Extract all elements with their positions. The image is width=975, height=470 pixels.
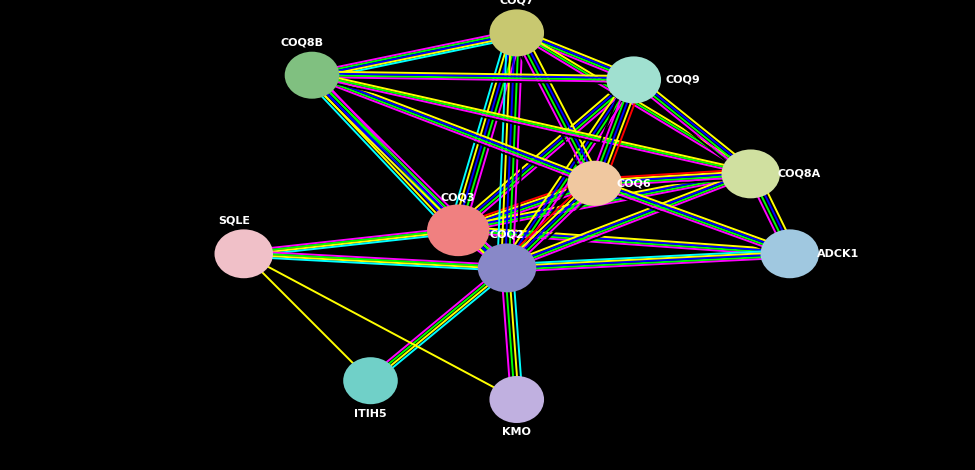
Ellipse shape: [489, 9, 544, 56]
Text: COQ2: COQ2: [489, 230, 525, 240]
Text: COQ3: COQ3: [441, 192, 476, 203]
Text: COQ8B: COQ8B: [281, 37, 324, 47]
Ellipse shape: [478, 243, 536, 292]
Ellipse shape: [722, 149, 780, 198]
Text: SQLE: SQLE: [218, 216, 250, 226]
Text: COQ9: COQ9: [665, 75, 700, 85]
Text: ITIH5: ITIH5: [354, 408, 387, 419]
Ellipse shape: [343, 357, 398, 404]
Text: COQ8A: COQ8A: [778, 169, 821, 179]
Ellipse shape: [489, 376, 544, 423]
Text: KMO: KMO: [502, 427, 531, 438]
Ellipse shape: [427, 204, 489, 256]
Text: COQ7: COQ7: [499, 0, 534, 5]
Ellipse shape: [567, 161, 622, 206]
Ellipse shape: [285, 52, 339, 99]
Ellipse shape: [606, 56, 661, 103]
Text: COQ6: COQ6: [616, 178, 651, 188]
Ellipse shape: [214, 229, 273, 278]
Text: ADCK1: ADCK1: [817, 249, 860, 259]
Ellipse shape: [760, 229, 819, 278]
